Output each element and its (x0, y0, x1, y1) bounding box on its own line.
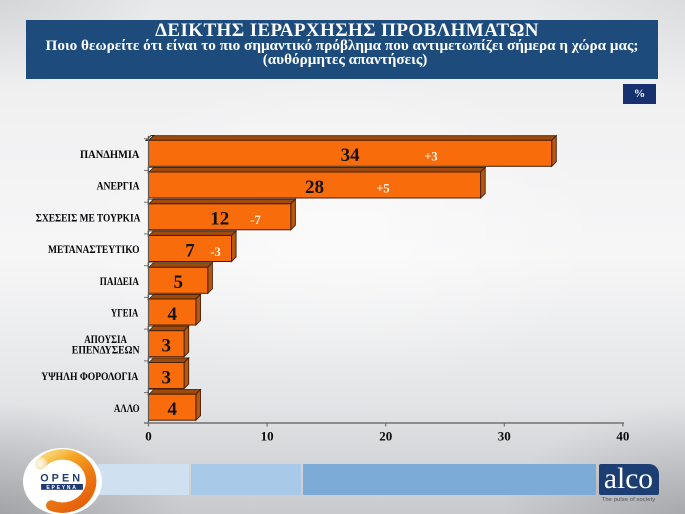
svg-text:12: 12 (210, 209, 229, 230)
svg-text:ΑΠΟΥΣΙΑ: ΑΠΟΥΣΙΑ (84, 334, 127, 346)
svg-text:ΥΓΕΙΑ: ΥΓΕΙΑ (111, 308, 138, 320)
svg-text:34: 34 (341, 145, 361, 166)
svg-text:ΑΛΛΟ: ΑΛΛΟ (114, 403, 140, 415)
svg-text:ΠΑΝΔΗΜΙΑ: ΠΑΝΔΗΜΙΑ (80, 149, 140, 161)
svg-text:OPEN: OPEN (40, 472, 83, 484)
svg-text:-3: -3 (210, 245, 220, 259)
svg-text:3: 3 (162, 367, 172, 388)
svg-text:5: 5 (173, 272, 183, 293)
svg-text:ΠΑΙΔΕΙΑ: ΠΑΙΔΕΙΑ (100, 276, 139, 288)
svg-text:20: 20 (379, 429, 392, 444)
svg-text:10: 10 (261, 429, 274, 444)
svg-text:4: 4 (167, 399, 177, 420)
svg-text:0: 0 (145, 429, 152, 444)
svg-text:30: 30 (498, 429, 511, 444)
svg-text:ΥΨΗΛΗ ΦΟΡΟΛΟΓΙΑ: ΥΨΗΛΗ ΦΟΡΟΛΟΓΙΑ (41, 371, 138, 383)
svg-text:ΑΝΕΡΓΙΑ: ΑΝΕΡΓΙΑ (97, 181, 140, 193)
svg-text:ΕΡΕΥΝΑ: ΕΡΕΥΝΑ (46, 485, 77, 491)
svg-text:40: 40 (616, 429, 629, 444)
svg-text:4: 4 (167, 304, 177, 325)
svg-text:ΜΕΤΑΝΑΣΤΕΥΤΙΚΟ: ΜΕΤΑΝΑΣΤΕΥΤΙΚΟ (48, 244, 140, 256)
svg-text:+3: +3 (424, 150, 437, 164)
svg-text:-7: -7 (250, 213, 260, 227)
svg-text:3: 3 (162, 336, 172, 357)
svg-text:7: 7 (185, 240, 195, 261)
svg-text:ΣΧΕΣΕΙΣ ΜΕ ΤΟΥΡΚΙΑ: ΣΧΕΣΕΙΣ ΜΕ ΤΟΥΡΚΙΑ (36, 213, 141, 225)
svg-text:ΕΠΕΝΔΥΣΕΩΝ: ΕΠΕΝΔΥΣΕΩΝ (72, 344, 140, 356)
svg-text:+5: +5 (376, 181, 389, 195)
svg-text:28: 28 (305, 177, 324, 198)
